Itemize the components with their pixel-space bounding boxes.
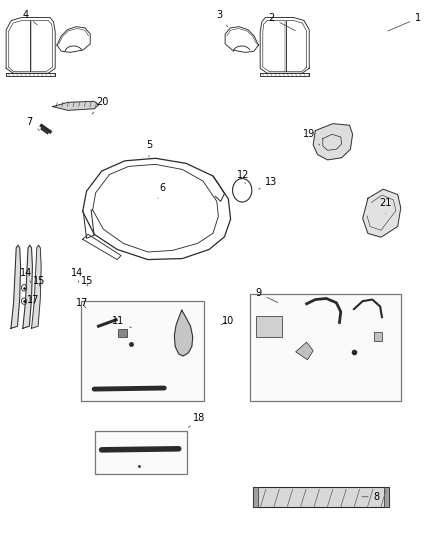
FancyBboxPatch shape <box>253 487 389 507</box>
Text: 2: 2 <box>268 13 295 31</box>
Text: 5: 5 <box>146 140 152 157</box>
Text: 15: 15 <box>33 277 46 286</box>
Text: 3: 3 <box>216 10 228 27</box>
Polygon shape <box>313 124 353 160</box>
Bar <box>384 487 389 507</box>
Text: 11: 11 <box>112 316 131 328</box>
Text: 21: 21 <box>379 198 392 213</box>
Bar <box>374 332 382 341</box>
Bar <box>118 329 127 337</box>
Bar <box>95 431 187 474</box>
Text: 17: 17 <box>27 295 39 304</box>
Circle shape <box>233 179 252 202</box>
Polygon shape <box>53 101 99 110</box>
Bar <box>250 294 401 401</box>
Text: 4: 4 <box>22 10 37 25</box>
Circle shape <box>21 298 27 304</box>
Text: 8: 8 <box>362 492 380 502</box>
Polygon shape <box>11 245 21 328</box>
Text: 14: 14 <box>20 268 32 282</box>
Text: 7: 7 <box>27 117 39 131</box>
Polygon shape <box>296 342 313 360</box>
Bar <box>253 487 258 507</box>
Polygon shape <box>23 245 32 328</box>
Text: 12: 12 <box>237 170 249 184</box>
Text: 19: 19 <box>303 130 320 145</box>
Text: 17: 17 <box>76 298 88 308</box>
Text: 18: 18 <box>188 414 205 427</box>
Bar <box>81 301 204 401</box>
Text: 20: 20 <box>92 98 109 114</box>
Circle shape <box>21 285 27 291</box>
Polygon shape <box>363 189 401 237</box>
Text: 9: 9 <box>255 288 278 303</box>
Text: 14: 14 <box>71 268 83 282</box>
Polygon shape <box>32 245 41 328</box>
Bar <box>256 316 282 337</box>
Text: 1: 1 <box>388 13 421 31</box>
Polygon shape <box>174 310 193 356</box>
Text: 13: 13 <box>258 177 278 189</box>
Text: 15: 15 <box>81 277 93 286</box>
Text: 10: 10 <box>221 316 234 326</box>
Text: 6: 6 <box>158 183 165 198</box>
